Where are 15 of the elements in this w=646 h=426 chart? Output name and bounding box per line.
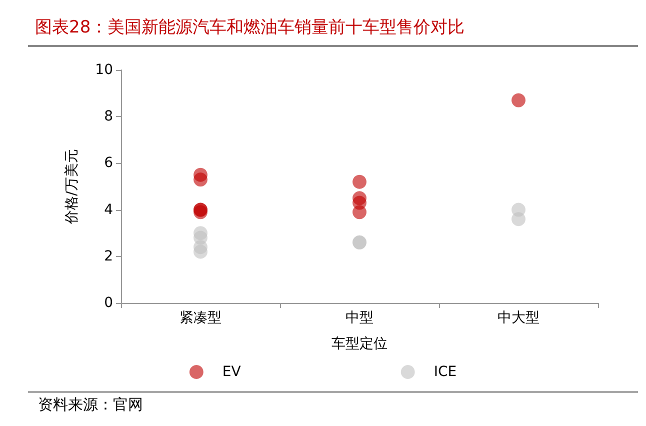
x-tick-label: 中大型 [498, 310, 540, 326]
y-tick-label: 2 [104, 248, 113, 264]
y-tick-label: 4 [104, 202, 114, 218]
y-axis-title: 价格/万美元 [64, 149, 80, 225]
text: 资料来源：官网 [38, 396, 143, 414]
y-tick-label: 6 [104, 155, 114, 172]
x-tick-label: 紧凑型 [180, 310, 222, 326]
y-tick-label: 0 [104, 295, 113, 311]
chart-title: 图表28：美国新能源汽车和燃油车销量前十车型售价对比 [35, 18, 465, 38]
legend-label: EV [222, 364, 242, 380]
x-axis-title: 车型定位 [332, 336, 388, 352]
legend-label: ICE [434, 364, 457, 380]
x-tick-label: 中型 [346, 310, 374, 326]
y-tick-label: 8 [104, 108, 113, 125]
y-tick-label: 10 [95, 62, 113, 78]
